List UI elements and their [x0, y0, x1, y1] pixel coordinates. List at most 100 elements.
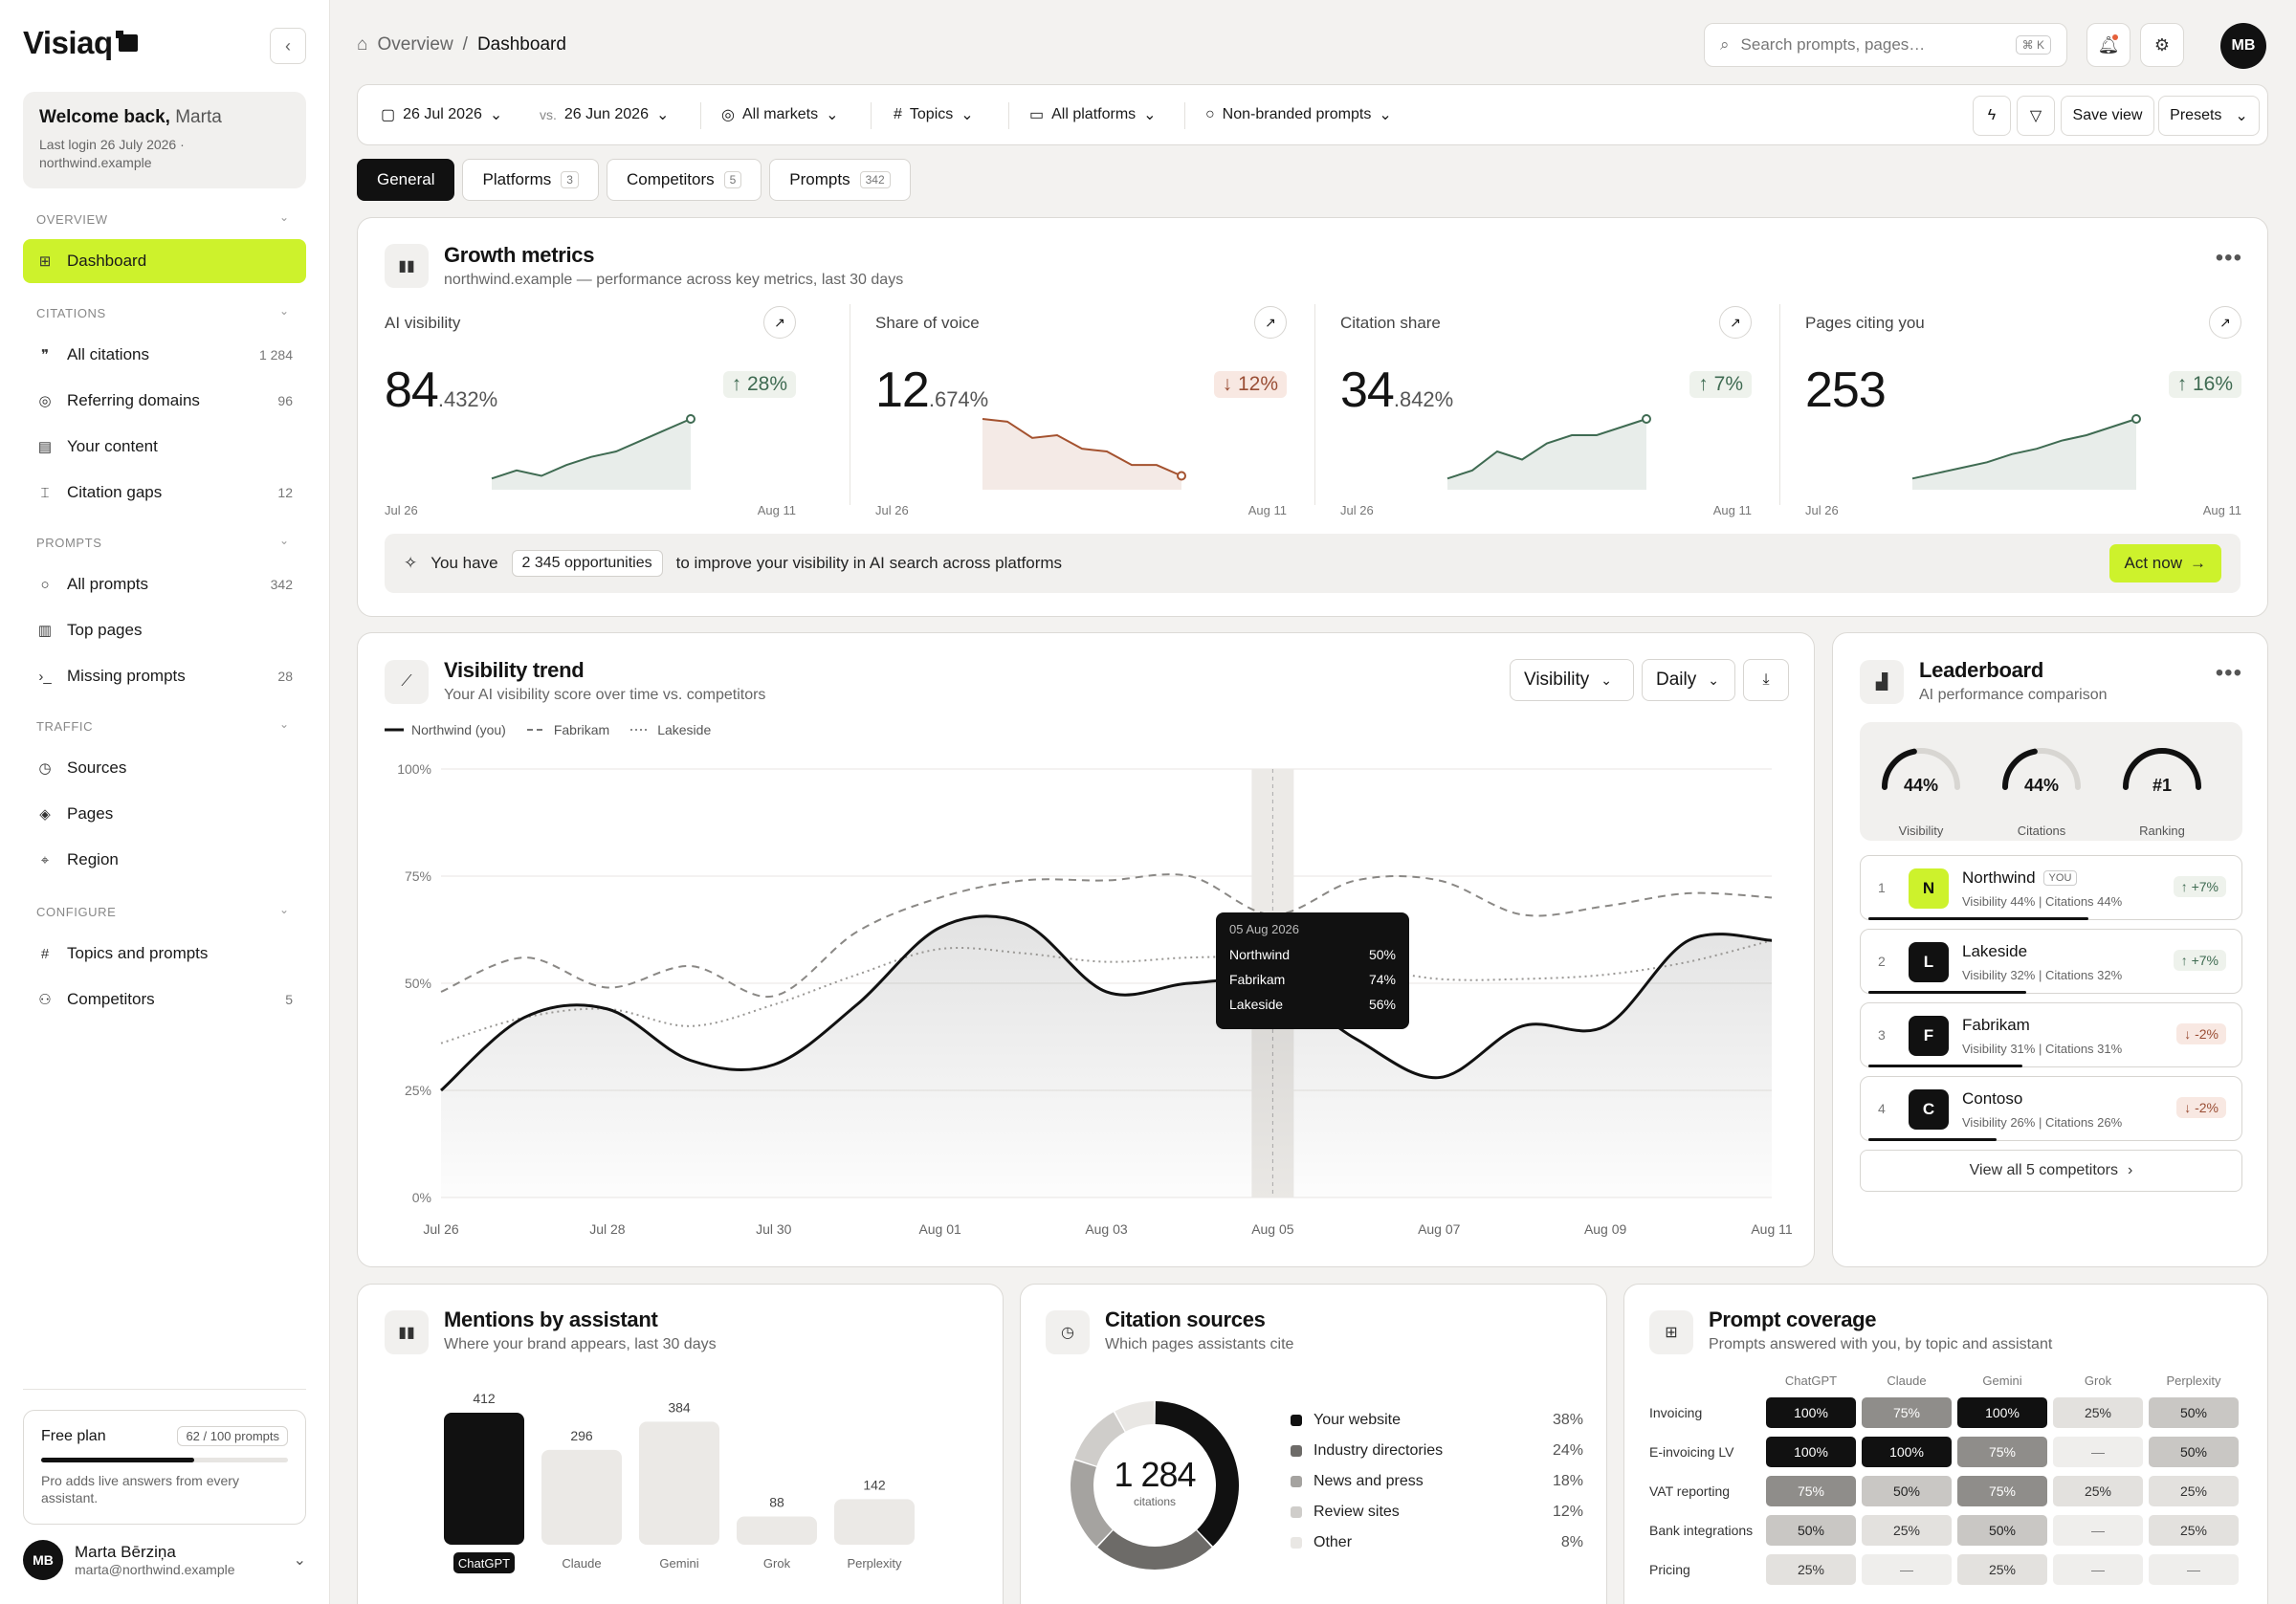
heatmap-cell[interactable]: 25%: [2053, 1397, 2143, 1428]
source-row[interactable]: Industry directories 24%: [1291, 1442, 1583, 1460]
open-metric-button[interactable]: ↗: [1254, 306, 1287, 339]
heatmap-cell[interactable]: 50%: [1766, 1515, 1856, 1546]
search-input[interactable]: ⌕ Search prompts, pages… ⌘ K: [1704, 23, 2067, 67]
source-row[interactable]: News and press 18%: [1291, 1473, 1583, 1490]
tab-platforms[interactable]: Platforms 3: [462, 159, 599, 201]
tab-prompts[interactable]: Prompts 342: [769, 159, 911, 201]
sidebar-item-all-citations[interactable]: ❞ All citations 1 284: [23, 333, 306, 377]
sidebar-item-topics-and-prompts[interactable]: # Topics and prompts: [23, 932, 306, 976]
sidebar-item-region[interactable]: ⌖ Region: [23, 838, 306, 882]
mentions-bar-chart[interactable]: 412 ChatGPT 296 Claude 384 Gemini 88 Grok 142 Per…: [358, 1285, 1004, 1604]
markets-filter[interactable]: ◎ All markets ⌄: [721, 105, 839, 124]
open-metric-button[interactable]: ↗: [763, 306, 796, 339]
breadcrumb-root[interactable]: Overview: [377, 34, 453, 55]
leaderboard-row[interactable]: 3 F Fabrikam Visibility 31% | Citations 31%…: [1860, 1002, 2242, 1067]
source-row[interactable]: Other 8%: [1291, 1534, 1583, 1551]
settings-button[interactable]: ⚙: [2140, 23, 2184, 67]
download-button[interactable]: ⤓: [1743, 659, 1789, 701]
filter-button[interactable]: ▽: [2017, 96, 2055, 136]
section-configure[interactable]: CONFIGURE: [36, 905, 117, 919]
donut-slice-other[interactable]: [1115, 1401, 1155, 1432]
heatmap-cell[interactable]: —: [2053, 1554, 2143, 1585]
more-options-icon[interactable]: •••: [2215, 245, 2242, 271]
heatmap-cell[interactable]: —: [2053, 1515, 2143, 1546]
heatmap-cell[interactable]: 100%: [1957, 1397, 2047, 1428]
tab-competitors[interactable]: Competitors 5: [606, 159, 762, 201]
collapse-sidebar-button[interactable]: ‹: [270, 28, 306, 64]
heatmap-cell[interactable]: 25%: [2053, 1476, 2143, 1506]
date-filter[interactable]: ▢ 26 Jul 2026 ⌄: [381, 105, 502, 124]
donut-slice-news-and-press[interactable]: [1071, 1460, 1113, 1547]
citation-donut-chart[interactable]: [1059, 1390, 1250, 1581]
bar-claude[interactable]: [541, 1449, 622, 1545]
heatmap-cell[interactable]: —: [1862, 1554, 1952, 1585]
sidebar-item-competitors[interactable]: ⚇ Competitors 5: [23, 978, 306, 1022]
leaderboard-row[interactable]: 1 N Northwind YOU Visibility 44% | Citations…: [1860, 855, 2242, 920]
section-overview[interactable]: OVERVIEW: [36, 212, 108, 227]
sidebar-item-missing-prompts[interactable]: ›_ Missing prompts 28: [23, 654, 306, 698]
act-now-button[interactable]: Act now →: [2108, 544, 2221, 582]
heatmap-cell[interactable]: 25%: [1957, 1554, 2047, 1585]
bar-gemini[interactable]: [639, 1421, 719, 1545]
heatmap-cell[interactable]: 75%: [1862, 1397, 1952, 1428]
heatmap-cell[interactable]: 50%: [1862, 1476, 1952, 1506]
heatmap-cell[interactable]: 75%: [1957, 1476, 2047, 1506]
series-line-fabrikam[interactable]: [440, 873, 1773, 999]
donut-slice-review-sites[interactable]: [1074, 1412, 1125, 1466]
sidebar-item-referring-domains[interactable]: ◎ Referring domains 96: [23, 379, 306, 423]
heatmap-cell[interactable]: 25%: [1766, 1554, 1856, 1585]
heatmap-cell[interactable]: 100%: [1862, 1437, 1952, 1467]
prompts-filter[interactable]: ○ Non-branded prompts ⌄: [1205, 105, 1392, 124]
view-all-competitors-button[interactable]: View all 5 competitors ›: [1860, 1150, 2242, 1192]
heatmap-cell[interactable]: 50%: [2149, 1397, 2239, 1428]
section-traffic[interactable]: TRAFFIC: [36, 719, 94, 734]
heatmap-cell[interactable]: 25%: [1862, 1515, 1952, 1546]
sidebar-item-top-pages[interactable]: ▥ Top pages: [23, 608, 306, 652]
source-row[interactable]: Your website 38%: [1291, 1412, 1583, 1429]
heatmap-cell[interactable]: 50%: [2149, 1437, 2239, 1467]
sidebar-item-all-prompts[interactable]: ○ All prompts 342: [23, 562, 306, 606]
topics-filter[interactable]: # Topics ⌄: [894, 105, 974, 124]
heatmap-cell[interactable]: 25%: [2149, 1515, 2239, 1546]
heatmap-cell[interactable]: 75%: [1957, 1437, 2047, 1467]
notifications-button[interactable]: 🔔︎: [2086, 23, 2130, 67]
sidebar-item-dashboard[interactable]: ⊞ Dashboard: [23, 239, 306, 283]
user-menu[interactable]: MB Marta Bērziņa marta@northwind.example …: [23, 1540, 306, 1580]
heatmap-cell[interactable]: 100%: [1766, 1397, 1856, 1428]
open-metric-button[interactable]: ↗: [1719, 306, 1752, 339]
visibility-trend-chart[interactable]: 0% 25% 50% 75% 100% Jul 26 Jul 28 Jul 30 Aug 01 A…: [358, 633, 1816, 1268]
sidebar-item-your-content[interactable]: ▤ Your content: [23, 425, 306, 469]
sidebar-item-pages[interactable]: ◈ Pages: [23, 792, 306, 836]
plan-card[interactable]: Free plan 62 / 100 prompts Pro adds live …: [23, 1410, 306, 1525]
legend-northwind[interactable]: Northwind (you): [385, 722, 506, 737]
bar-chatgpt[interactable]: [444, 1413, 524, 1545]
platforms-filter[interactable]: ▭ All platforms ⌄: [1029, 105, 1157, 124]
sidebar-item-sources[interactable]: ◷ Sources: [23, 746, 306, 790]
heatmap-cell[interactable]: —: [2149, 1554, 2239, 1585]
presets-button[interactable]: Presets ⌄: [2158, 96, 2260, 136]
quick-action-button[interactable]: ϟ: [1973, 96, 2011, 136]
donut-slice-industry-directories[interactable]: [1097, 1530, 1212, 1570]
tab-general[interactable]: General: [357, 159, 455, 201]
app-logo[interactable]: Visiaq: [23, 25, 138, 61]
heatmap-cell[interactable]: —: [2053, 1437, 2143, 1467]
compare-date-filter[interactable]: vs. 26 Jun 2026 ⌄: [540, 105, 669, 124]
heatmap-cell[interactable]: 50%: [1957, 1515, 2047, 1546]
series-line-lakeside[interactable]: [440, 939, 1773, 1044]
donut-slice-your-website[interactable]: [1155, 1401, 1239, 1547]
save-view-button[interactable]: Save view: [2061, 96, 2154, 136]
top-avatar[interactable]: MB: [2220, 23, 2266, 69]
heatmap-cell[interactable]: 100%: [1766, 1437, 1856, 1467]
open-metric-button[interactable]: ↗: [2209, 306, 2241, 339]
heatmap-cell[interactable]: 25%: [2149, 1476, 2239, 1506]
interval-select[interactable]: Daily ⌄: [1642, 659, 1735, 701]
heatmap-cell[interactable]: 75%: [1766, 1476, 1856, 1506]
more-options-icon[interactable]: •••: [2215, 660, 2242, 686]
source-row[interactable]: Review sites 12%: [1291, 1504, 1583, 1521]
leaderboard-row[interactable]: 4 C Contoso Visibility 26% | Citations 26% ↓…: [1860, 1076, 2242, 1141]
bar-perplexity[interactable]: [834, 1499, 915, 1545]
metric-select[interactable]: Visibility ⌄: [1510, 659, 1634, 701]
leaderboard-row[interactable]: 2 L Lakeside Visibility 32% | Citations 32%…: [1860, 929, 2242, 994]
legend-lakeside[interactable]: Lakeside: [630, 722, 711, 737]
sidebar-item-citation-gaps[interactable]: ⌶ Citation gaps 12: [23, 471, 306, 515]
